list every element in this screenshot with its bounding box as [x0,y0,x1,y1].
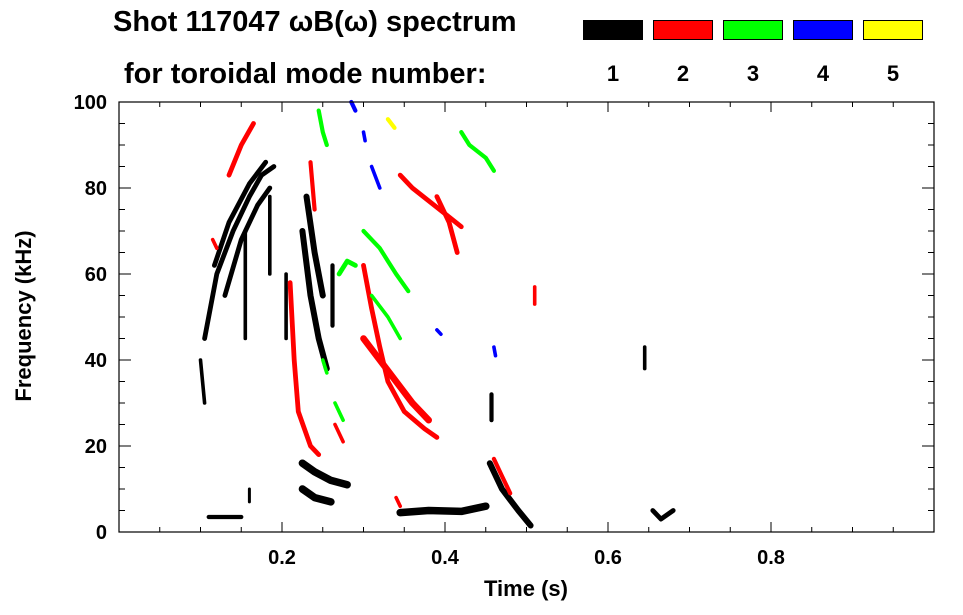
mode-2-trace-3 [308,160,317,212]
y-tick-label: 60 [85,264,107,286]
mode-4-trace-3 [435,328,443,336]
x-tick-label: 0.4 [431,547,460,569]
legend-swatch-mode-4 [793,20,853,40]
chart-title: Shot 117047 ωB(ω) spectrum [113,6,517,38]
legend-swatch-mode-1 [583,20,643,40]
legend-label-mode-4: 4 [816,61,830,86]
mode-2-trace-7 [397,172,464,230]
mode-2-trace-9 [491,456,513,496]
mode-1-trace-2 [212,159,269,268]
mode-3-traces [316,108,496,422]
mode-1-trace-7 [299,228,330,372]
y-tick-label: 40 [85,350,107,372]
mode-2-traces [210,121,537,508]
spectrum-marks [198,99,676,529]
mode-4-trace-1 [361,130,367,143]
mode-1-traces [198,159,676,529]
mode-5-trace-0 [385,117,397,130]
x-tick-label: 0.8 [757,547,785,569]
mode-1-trace-1 [222,185,273,298]
mode-3-trace-0 [316,108,329,148]
x-tick-label: 0.6 [594,547,622,569]
mode-2-trace-1 [210,237,219,250]
mode-1-trace-14 [396,502,490,517]
mode-3-trace-2 [336,258,358,277]
x-tick-label: 0.2 [268,547,296,569]
legend-swatch-mode-2 [653,20,713,40]
y-axis-label: Frequency (kHz) [11,230,36,401]
mode-2-trace-11 [394,495,402,508]
mode-4-trace-2 [369,164,382,190]
mode-2-trace-6 [360,335,432,424]
chart-subtitle: for toroidal mode number: [124,58,487,90]
legend-label-mode-1: 1 [606,61,620,86]
mode-5-traces [385,117,397,130]
mode-4-trace-0 [349,99,358,113]
y-tick-label: 20 [85,436,107,458]
legend-label-mode-5: 5 [886,61,900,86]
mode-1-trace-10 [298,459,351,489]
mode-1-trace-0 [202,164,277,341]
mode-3-trace-5 [333,401,345,422]
x-axis-label: Time (s) [484,576,568,601]
mode-2-trace-8 [434,194,460,255]
legend-swatch-mode-3 [723,20,783,40]
mode-3-trace-4 [459,130,496,173]
mode-1-trace-8 [303,193,326,299]
mode-2-trace-2 [287,280,322,457]
mode-1-trace-11 [298,485,335,506]
mode-1-trace-3 [198,358,207,405]
legend-label-mode-2: 2 [676,61,690,86]
mode-3-trace-3 [369,293,402,341]
mode-4-trace-4 [492,345,498,358]
mode-2-trace-4 [333,422,345,444]
mode-1-trace-18 [650,508,676,522]
mode-3-trace-6 [321,358,329,375]
plot-frame [118,101,935,533]
mode-2-trace-0 [226,121,256,178]
mode-4-traces [349,99,498,358]
mode-2-trace-5 [361,263,440,440]
y-tick-label: 80 [85,178,107,200]
mode-3-trace-1 [361,228,411,294]
legend-swatch-mode-5 [863,20,923,40]
legend-label-mode-3: 3 [746,61,760,86]
y-tick-label: 0 [96,522,107,544]
axis-ticks: 0.2 0.4 0.6 0.8 0 20 40 60 80 100 [74,92,934,569]
mode-1-trace-15 [486,460,534,529]
y-tick-label: 100 [74,92,107,114]
